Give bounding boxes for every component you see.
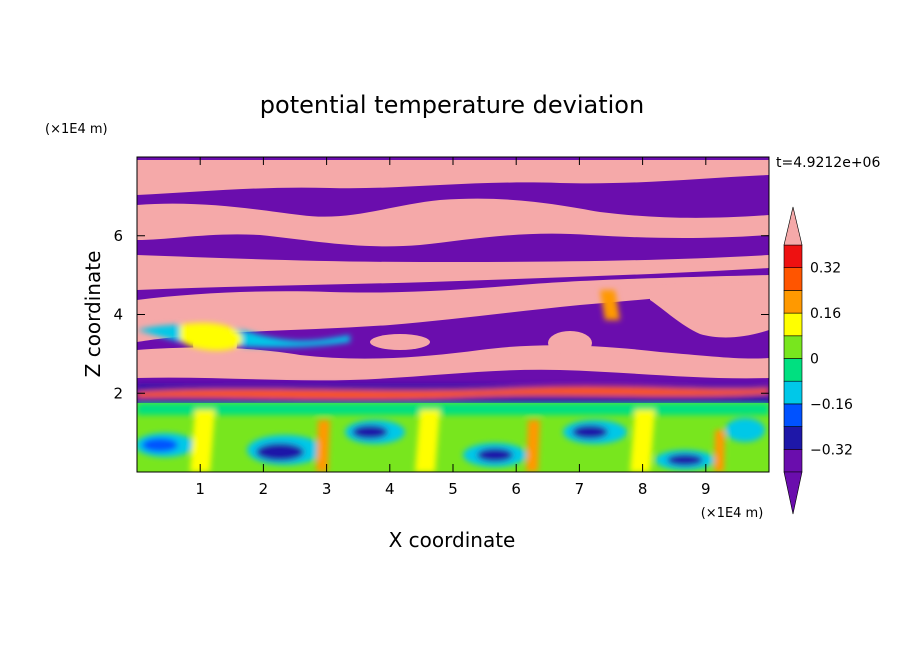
colorbar-tick-label: 0.32 [810, 261, 841, 277]
colorbar-over-arrow [783, 206, 803, 246]
colorbar-tick-label: 0 [810, 352, 819, 368]
colorbar-swatch [783, 358, 803, 382]
x-axis-label: X coordinate [389, 528, 516, 552]
right-positive-lobe [650, 282, 769, 338]
upper-positive-region [137, 160, 769, 195]
x-tick-label: 9 [701, 480, 711, 498]
colorbar-swatch [783, 267, 803, 291]
x-tick-label: 5 [448, 480, 458, 498]
y-unit-label: (×1E4 m) [45, 122, 108, 137]
time-label: t=4.9212e+06 [776, 155, 880, 171]
x-tick-label: 8 [638, 480, 648, 498]
x-tick-label: 1 [195, 480, 205, 498]
plot-area [137, 157, 769, 472]
x-axis: 1 2 3 4 5 6 7 8 9 (×1E4 m) X coordinate [195, 157, 763, 552]
x-tick-label: 3 [322, 480, 332, 498]
colorbar-tick-label: −0.16 [810, 397, 853, 413]
x-tick-label: 6 [511, 480, 521, 498]
chart-title: potential temperature deviation [260, 91, 644, 119]
colorbar-swatch [783, 312, 803, 337]
positive-blob [370, 334, 430, 350]
mid-positive-band [137, 255, 769, 290]
y-axis-label: Z coordinate [81, 251, 105, 378]
colorbar-tick-label: −0.32 [810, 442, 853, 458]
x-tick-label: 7 [575, 480, 585, 498]
colorbar: 0.32 0.16 0 −0.16 −0.32 [783, 206, 853, 515]
y-tick-label: 4 [113, 306, 123, 324]
colorbar-swatch [783, 244, 803, 269]
x-tick-label: 2 [259, 480, 269, 498]
x-unit-label: (×1E4 m) [701, 506, 764, 521]
colorbar-swatch [783, 448, 803, 473]
transition-layer [137, 290, 769, 403]
colorbar-swatch [783, 380, 803, 405]
y-tick-label: 2 [113, 384, 123, 402]
lower-positive-band [137, 345, 769, 381]
positive-blob [548, 331, 592, 355]
y-tick-label: 6 [113, 227, 123, 245]
upper-positive-region [137, 198, 769, 247]
lower-eddies [137, 403, 769, 472]
contour-fields [137, 160, 769, 472]
colorbar-swatch [783, 403, 803, 427]
colorbar-swatch [783, 290, 803, 314]
x-tick-label: 4 [385, 480, 395, 498]
colorbar-tick-label: 0.16 [810, 306, 841, 322]
colorbar-swatch [783, 335, 803, 359]
colorbar-swatch [783, 426, 803, 450]
colorbar-under-arrow [783, 471, 803, 515]
y-axis: 2 4 6 Z coordinate [81, 227, 769, 402]
